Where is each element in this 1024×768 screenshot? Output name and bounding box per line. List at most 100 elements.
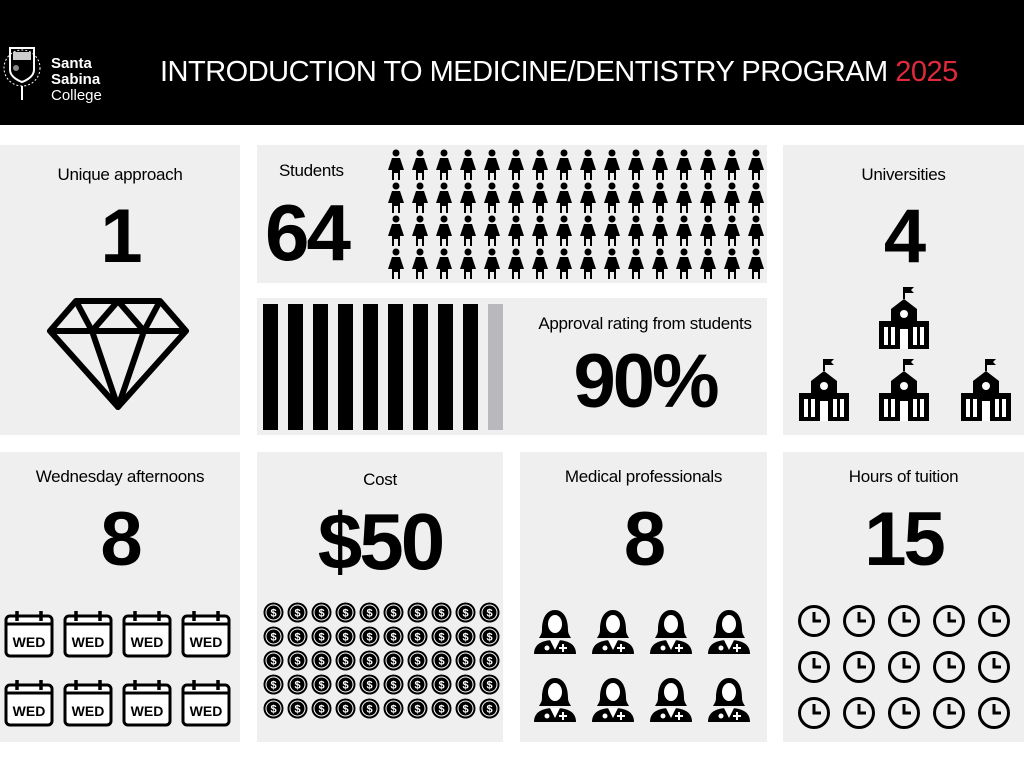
approval-bar-filled [288,304,303,430]
clock-icon [977,650,1022,696]
dollar-coin-icon: $ [479,626,503,650]
dollar-coin-icon: $ [359,698,383,722]
panel-hours: Hours of tuition 15 [783,452,1024,742]
svg-text:$: $ [318,608,324,620]
svg-text:WED: WED [72,634,105,650]
svg-text:$: $ [438,656,444,668]
dollar-coin-icon: $ [479,698,503,722]
female-person-icon [723,248,747,281]
svg-text:$: $ [390,608,396,620]
female-person-icon [627,182,651,215]
university-building-icon [797,357,851,428]
doctor-icon [532,608,590,676]
dollar-coin-icon: $ [455,602,479,626]
female-person-icon [387,215,411,248]
panel-label: Hours of tuition [848,467,959,486]
female-person-icon [387,182,411,215]
dollar-coin-icon: $ [407,674,431,698]
female-person-icon [675,215,699,248]
dollar-coin-icon: $ [407,650,431,674]
dollar-coin-icon: $ [263,626,287,650]
svg-text:$: $ [462,704,468,716]
dollar-coin-icon: $ [407,626,431,650]
header: Santa Sabina College INTRODUCTION TO MED… [0,0,1024,125]
panel-cost: Cost $50 $ $ $ $ $ $ $ $ $ $ $ $ $ $ $ $ $ $ $ $ $ $ $ $ $ $ $ $ $ $ $… [257,452,503,742]
clock-icon [797,650,842,696]
doctor-icon [590,608,648,676]
female-person-icon [747,215,767,248]
svg-text:$: $ [270,608,276,620]
title-year: 2025 [895,56,958,88]
svg-text:$: $ [438,704,444,716]
dollar-coin-icon: $ [263,698,287,722]
page-title: INTRODUCTION TO MEDICINE/DENTISTRY PROGR… [160,56,958,89]
wednesday-icon-grid: WED WED WED WED WED WED WED WED [4,610,240,742]
doctor-icon [590,676,648,742]
svg-text:$: $ [414,704,420,716]
svg-text:$: $ [366,656,372,668]
university-building-icon [877,285,931,356]
female-person-icon [723,182,747,215]
svg-text:WED: WED [131,634,164,650]
svg-text:WED: WED [190,634,223,650]
calendar-icon: WED [4,679,63,742]
svg-text:$: $ [318,632,324,644]
panel-value: 1 [100,194,142,279]
panel-value: 15 [864,497,946,582]
clock-icon [932,650,977,696]
calendar-icon: WED [181,679,240,742]
clock-icon [842,696,887,742]
female-person-icon [603,149,627,182]
svg-text:$: $ [390,704,396,716]
dollar-coin-icon: $ [455,674,479,698]
dollar-coin-icon: $ [431,650,455,674]
approval-bar-filled [413,304,428,430]
calendar-icon: WED [122,610,181,679]
female-person-icon [627,149,651,182]
dollar-coin-icon: $ [287,602,311,626]
female-person-icon [411,248,435,281]
svg-text:$: $ [462,656,468,668]
university-building-icon [877,357,931,428]
female-person-icon [411,149,435,182]
female-person-icon [651,149,675,182]
panel-unique-approach: Unique approach 1 [0,145,240,435]
panel-approval: Approval rating from students 90% [257,298,767,435]
female-person-icon [531,149,555,182]
female-person-icon [435,248,459,281]
female-person-icon [483,215,507,248]
approval-bar-filled [313,304,328,430]
female-person-icon [651,248,675,281]
svg-text:WED: WED [72,703,105,719]
approval-bars [263,304,503,430]
dollar-coin-icon: $ [359,650,383,674]
svg-text:$: $ [318,680,324,692]
clock-icon [842,604,887,650]
dollar-coin-icon: $ [383,698,407,722]
female-person-icon [483,248,507,281]
dollar-coin-icon: $ [335,650,359,674]
university-building-icon [959,357,1013,428]
female-person-icon [627,215,651,248]
svg-text:$: $ [270,704,276,716]
panel-professionals: Medical professionals 8 [520,452,767,742]
clock-icon [887,604,932,650]
dollar-coin-icon: $ [287,626,311,650]
female-person-icon [603,215,627,248]
female-person-icon [483,149,507,182]
female-person-icon [675,182,699,215]
female-person-icon [555,182,579,215]
dollar-coin-icon: $ [335,698,359,722]
clock-icon [932,696,977,742]
calendar-icon: WED [63,610,122,679]
doctor-icon [706,608,764,676]
female-person-icon [603,248,627,281]
dollar-coin-icon: $ [479,650,503,674]
approval-bar-filled [363,304,378,430]
approval-bar-filled [438,304,453,430]
panel-label: Students [279,161,344,180]
svg-text:$: $ [486,632,492,644]
svg-text:$: $ [438,680,444,692]
dollar-coin-icon: $ [335,626,359,650]
dollar-coin-icon: $ [431,698,455,722]
